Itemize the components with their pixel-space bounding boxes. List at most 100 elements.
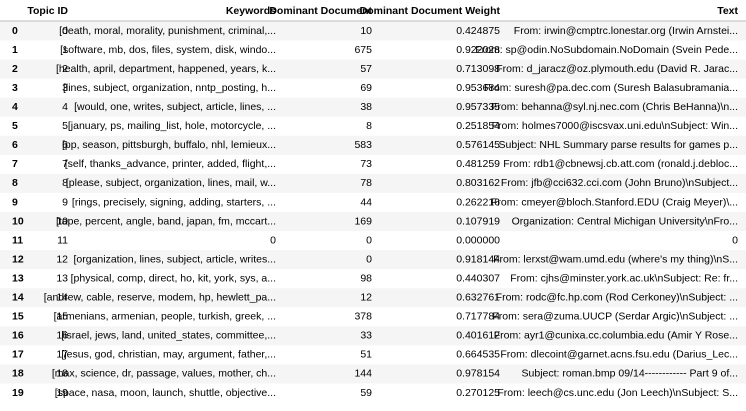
row-stripe [0, 250, 746, 270]
table-cell: [lines, subject, organization, nntp_post… [63, 82, 276, 94]
table-cell: 1 [62, 44, 68, 56]
table-cell: [physical, comp, direct, ho, kit, york, … [71, 272, 276, 284]
table-cell: 0 [366, 253, 372, 265]
table-cell: 0.107919 [456, 215, 500, 227]
row-stripe [0, 288, 746, 308]
table-cell: From: ayr1@cunixa.cc.columbia.edu (Amir … [494, 330, 738, 342]
table-cell: 9 [62, 196, 68, 208]
row-stripe [0, 135, 746, 155]
column-header: Topic ID [27, 5, 68, 17]
table-cell: From: rodc@fc.hp.com (Rod Cerkoney)\nSub… [496, 292, 738, 304]
table-cell: 0.632761 [456, 292, 500, 304]
row-stripe [0, 173, 746, 193]
table-cell: 0.000000 [456, 234, 500, 246]
table-cell: 0.424875 [456, 25, 500, 37]
table-cell: From: rdb1@cbnewsj.cb.att.com (ronald.j.… [503, 158, 738, 170]
table-cell: 11 [57, 234, 68, 246]
table-cell: 7 [62, 158, 68, 170]
table-cell: From: holmes7000@iscsvax.uni.edu\nSubjec… [492, 120, 738, 132]
table-cell: From: cjhs@minster.york.ac.uk\nSubject: … [510, 272, 738, 284]
row-index: 19 [12, 387, 24, 399]
table-cell: [self, thanks_advance, printer, added, f… [65, 158, 276, 170]
table-cell: 10 [360, 25, 372, 37]
table-cell: [andrew, cable, reserve, modem, hp, hewl… [44, 292, 276, 304]
table-cell: 0 [270, 234, 276, 246]
table-cell: From: leech@cs.unc.edu (Jon Leech)\nSubj… [497, 387, 738, 399]
table-cell: [software, mb, dos, files, system, disk,… [60, 44, 276, 56]
table-cell: 13 [56, 272, 68, 284]
table-cell: From: sp@odin.NoSubdomain.NoDomain (Svei… [475, 44, 738, 56]
row-index: 15 [12, 311, 24, 323]
table-cell: 69 [360, 82, 372, 94]
table-cell: 15 [56, 311, 68, 323]
table-cell: 17 [56, 349, 68, 361]
table-cell: 0.262216 [456, 196, 500, 208]
table-cell: 18 [56, 368, 68, 380]
column-header: Text [717, 5, 738, 17]
table-cell: From: d_jaracz@oz.plymouth.edu (David R.… [496, 63, 738, 75]
table-cell: 0.922028 [456, 44, 500, 56]
table-cell: [please, subject, organization, lines, m… [66, 177, 276, 189]
table-cell: 0.664535 [456, 349, 500, 361]
row-index: 12 [12, 253, 24, 265]
table-cell: From: jfb@cci632.cci.com (John Bruno)\nS… [501, 177, 738, 189]
column-header: Dominant Document [269, 5, 372, 17]
row-index: 18 [12, 368, 24, 380]
row-stripe [0, 97, 746, 117]
table-cell: From: behanna@syl.nj.nec.com (Chris BeHa… [491, 101, 738, 113]
table-cell: 78 [360, 177, 372, 189]
table-cell: 6 [62, 139, 68, 151]
table-cell: 0.978154 [456, 368, 500, 380]
table-cell: 0.440307 [456, 272, 500, 284]
table-cell: From: dlecoint@garnet.acns.fsu.edu (Dari… [500, 349, 738, 361]
table-cell: 0.713098 [456, 63, 500, 75]
row-index: 4 [12, 101, 18, 113]
row-index: 16 [12, 330, 24, 342]
row-index: 13 [12, 272, 24, 284]
row-index: 11 [12, 234, 23, 246]
table-cell: 98 [360, 272, 372, 284]
table-cell: 51 [360, 349, 372, 361]
table-cell: 8 [366, 120, 372, 132]
table-cell: Subject: NHL Summary parse results for g… [499, 139, 738, 151]
table-cell: 4 [62, 101, 68, 113]
table-cell: [jesus, god, christian, may, argument, f… [61, 349, 276, 361]
table-cell: 16 [56, 330, 68, 342]
table-cell: [armenians, armenian, people, turkish, g… [54, 311, 276, 323]
row-index: 7 [12, 158, 18, 170]
table-cell: 0.803162 [456, 177, 500, 189]
table-cell: [max, science, dr, passage, values, moth… [52, 368, 276, 380]
table-cell: 583 [354, 139, 372, 151]
row-index: 0 [12, 25, 18, 37]
table-cell: 10 [56, 215, 68, 227]
row-index: 8 [12, 177, 18, 189]
table-cell: 57 [360, 63, 372, 75]
table-cell: 12 [360, 292, 372, 304]
table-cell: 5 [62, 120, 68, 132]
row-index: 14 [12, 292, 24, 304]
table-cell: 19 [56, 387, 68, 399]
row-index: 17 [12, 349, 24, 361]
column-header: Keywords [226, 5, 276, 17]
table-cell: 0 [732, 234, 738, 246]
table-cell: From: suresh@pa.dec.com (Suresh Balasubr… [484, 82, 738, 94]
table-cell: 0.270125 [456, 387, 500, 399]
row-stripe [0, 364, 746, 384]
table-cell: [health, april, department, happened, ye… [56, 63, 276, 75]
table-cell: 378 [354, 311, 372, 323]
table-cell: From: sera@zuma.UUCP (Serdar Argic)\nSub… [492, 311, 738, 323]
row-index: 9 [12, 196, 18, 208]
row-index: 2 [12, 63, 18, 75]
table-cell: From: cmeyer@bloch.Stanford.EDU (Craig M… [491, 196, 738, 208]
table-cell: 0.481259 [456, 158, 500, 170]
table-cell: 0.953684 [456, 82, 500, 94]
row-index: 5 [12, 120, 18, 132]
table-cell: 14 [56, 292, 68, 304]
table-cell: From: lerxst@wam.umd.edu (where's my thi… [493, 253, 738, 265]
table-cell: [space, nasa, moon, launch, shuttle, obj… [55, 387, 276, 399]
table-cell: 59 [360, 387, 372, 399]
table-cell: 0.957335 [456, 101, 500, 113]
table-cell: 44 [360, 196, 372, 208]
row-index: 1 [12, 44, 18, 56]
